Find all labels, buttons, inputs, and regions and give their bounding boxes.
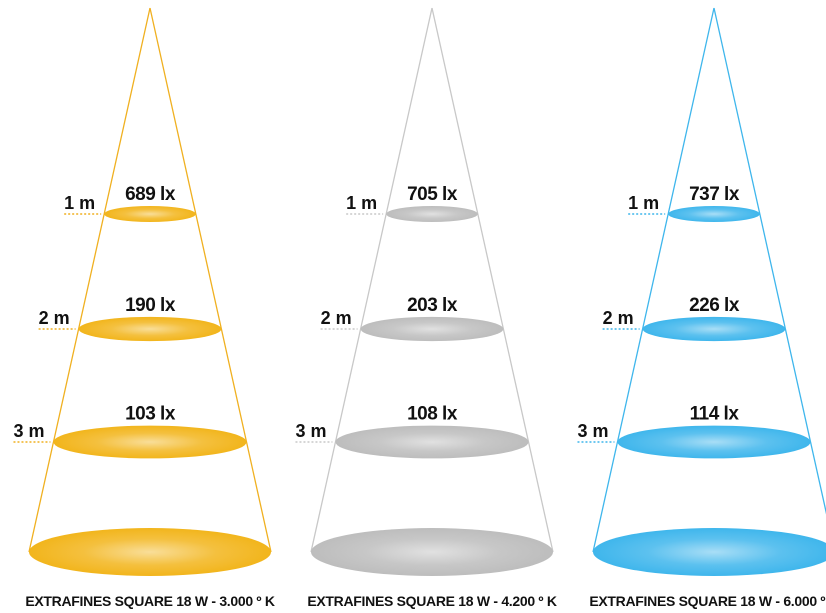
- cone-left-edge: [592, 7, 715, 553]
- light-disc-level-2: [642, 316, 786, 342]
- lux-label: 737 lx: [689, 184, 740, 205]
- distance-label: 1 m: [64, 193, 95, 213]
- cone-caption: EXTRAFINES SQUARE 18 W - 3.000 º K: [25, 593, 274, 609]
- lux-label: 203 lx: [407, 295, 458, 316]
- cone-right-edge: [149, 7, 272, 553]
- cone-right-edge: [431, 7, 554, 553]
- lux-label: 103 lx: [125, 404, 176, 425]
- base-light-disc: [29, 528, 271, 576]
- distance-label: 1 m: [346, 193, 377, 213]
- distance-label: 3 m: [577, 421, 608, 441]
- base-light-disc: [311, 528, 553, 576]
- cone-left-edge: [28, 7, 151, 553]
- lux-label: 108 lx: [407, 404, 458, 425]
- light-disc-level-2: [360, 316, 504, 342]
- cone-right-edge: [713, 7, 826, 515]
- distance-label: 2 m: [321, 308, 352, 328]
- distance-label: 3 m: [295, 421, 326, 441]
- cone-neutral: 1 m 705 lx 2 m 203 lx 3 m 108 lx EXTRAFINES SQ…: [295, 7, 557, 609]
- cone-left-edge: [310, 7, 433, 553]
- distance-label: 2 m: [39, 308, 70, 328]
- cone-warm: 1 m 689 lx 2 m 190 lx 3 m 103 lx EXTRAFINES SQ…: [13, 7, 275, 609]
- lux-label: 689 lx: [125, 184, 176, 205]
- cone-cool: 1 m 737 lx 2 m 226 lx 3 m 114 lx EXTRAFINES SQ…: [577, 7, 826, 609]
- distance-label: 1 m: [628, 193, 659, 213]
- light-disc-level-1: [668, 206, 760, 222]
- lux-label: 226 lx: [689, 295, 740, 316]
- light-disc-level-3: [617, 425, 811, 459]
- base-light-disc: [593, 528, 826, 576]
- cone-caption: EXTRAFINES SQUARE 18 W - 6.000 º K: [589, 593, 826, 609]
- lux-label: 114 lx: [690, 404, 740, 425]
- lux-label: 705 lx: [407, 184, 458, 205]
- light-disc-level-3: [335, 425, 529, 459]
- distance-label: 2 m: [603, 308, 634, 328]
- light-disc-level-3: [53, 425, 247, 459]
- light-disc-level-1: [104, 206, 196, 222]
- lux-label: 190 lx: [125, 295, 176, 316]
- light-disc-level-1: [386, 206, 478, 222]
- cone-caption: EXTRAFINES SQUARE 18 W - 4.200 º K: [307, 593, 556, 609]
- distance-label: 3 m: [13, 421, 44, 441]
- light-disc-level-2: [78, 316, 222, 342]
